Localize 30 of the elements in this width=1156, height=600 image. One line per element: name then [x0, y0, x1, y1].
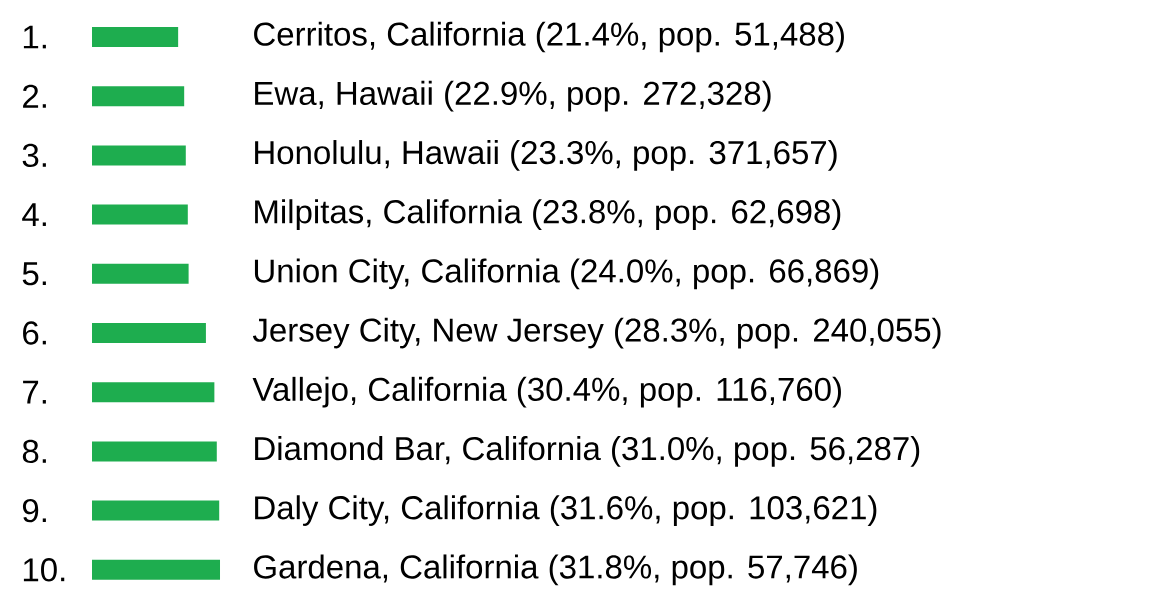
- data-label: Honolulu, Hawaii (23.3%, pop. 371,657): [255, 140, 837, 171]
- data-label: Union City, California (24.0%, pop. 66,869): [254, 258, 879, 290]
- bar: [92, 382, 215, 403]
- bar: [92, 559, 221, 580]
- bar: [92, 145, 186, 166]
- bar: [92, 204, 188, 225]
- bar: [92, 500, 220, 521]
- data-label: Cerritos, California (21.4%, pop. 51,488): [254, 21, 844, 53]
- y-tick-label: 3.: [22, 143, 46, 168]
- bar: [92, 441, 217, 462]
- y-tick-label: 5.: [22, 262, 46, 286]
- data-label: Gardena, California (31.8%, pop. 57,746): [254, 554, 857, 586]
- y-tick-label: 9.: [22, 498, 46, 523]
- data-label: Milpitas, California (23.8%, pop. 62,698): [255, 199, 841, 230]
- data-label: Vallejo, California (30.4%, pop. 116,760): [252, 376, 841, 408]
- data-label: Daly City, California (31.6%, pop. 103,621): [255, 495, 877, 526]
- y-tick-label: 7.: [23, 380, 46, 404]
- y-tick-label: 8.: [22, 439, 46, 464]
- bar: [92, 27, 179, 47]
- y-tick-label: 1.: [23, 25, 46, 49]
- y-tick-label: 6.: [23, 321, 46, 345]
- bar: [92, 263, 189, 284]
- y-tick-label: 4.: [22, 203, 46, 226]
- data-label: Diamond Bar, California (31.0%, pop. 56,287): [255, 436, 920, 467]
- bar: [92, 86, 185, 107]
- y-tick-label: 2.: [23, 84, 46, 108]
- data-label: Ewa, Hawaii (22.9%, pop. 272,328): [255, 80, 771, 112]
- bar: [92, 323, 206, 344]
- data-label: Jersey City, New Jersey (28.3%, pop. 240,055): [252, 317, 941, 349]
- y-tick-label: 10.: [23, 558, 65, 582]
